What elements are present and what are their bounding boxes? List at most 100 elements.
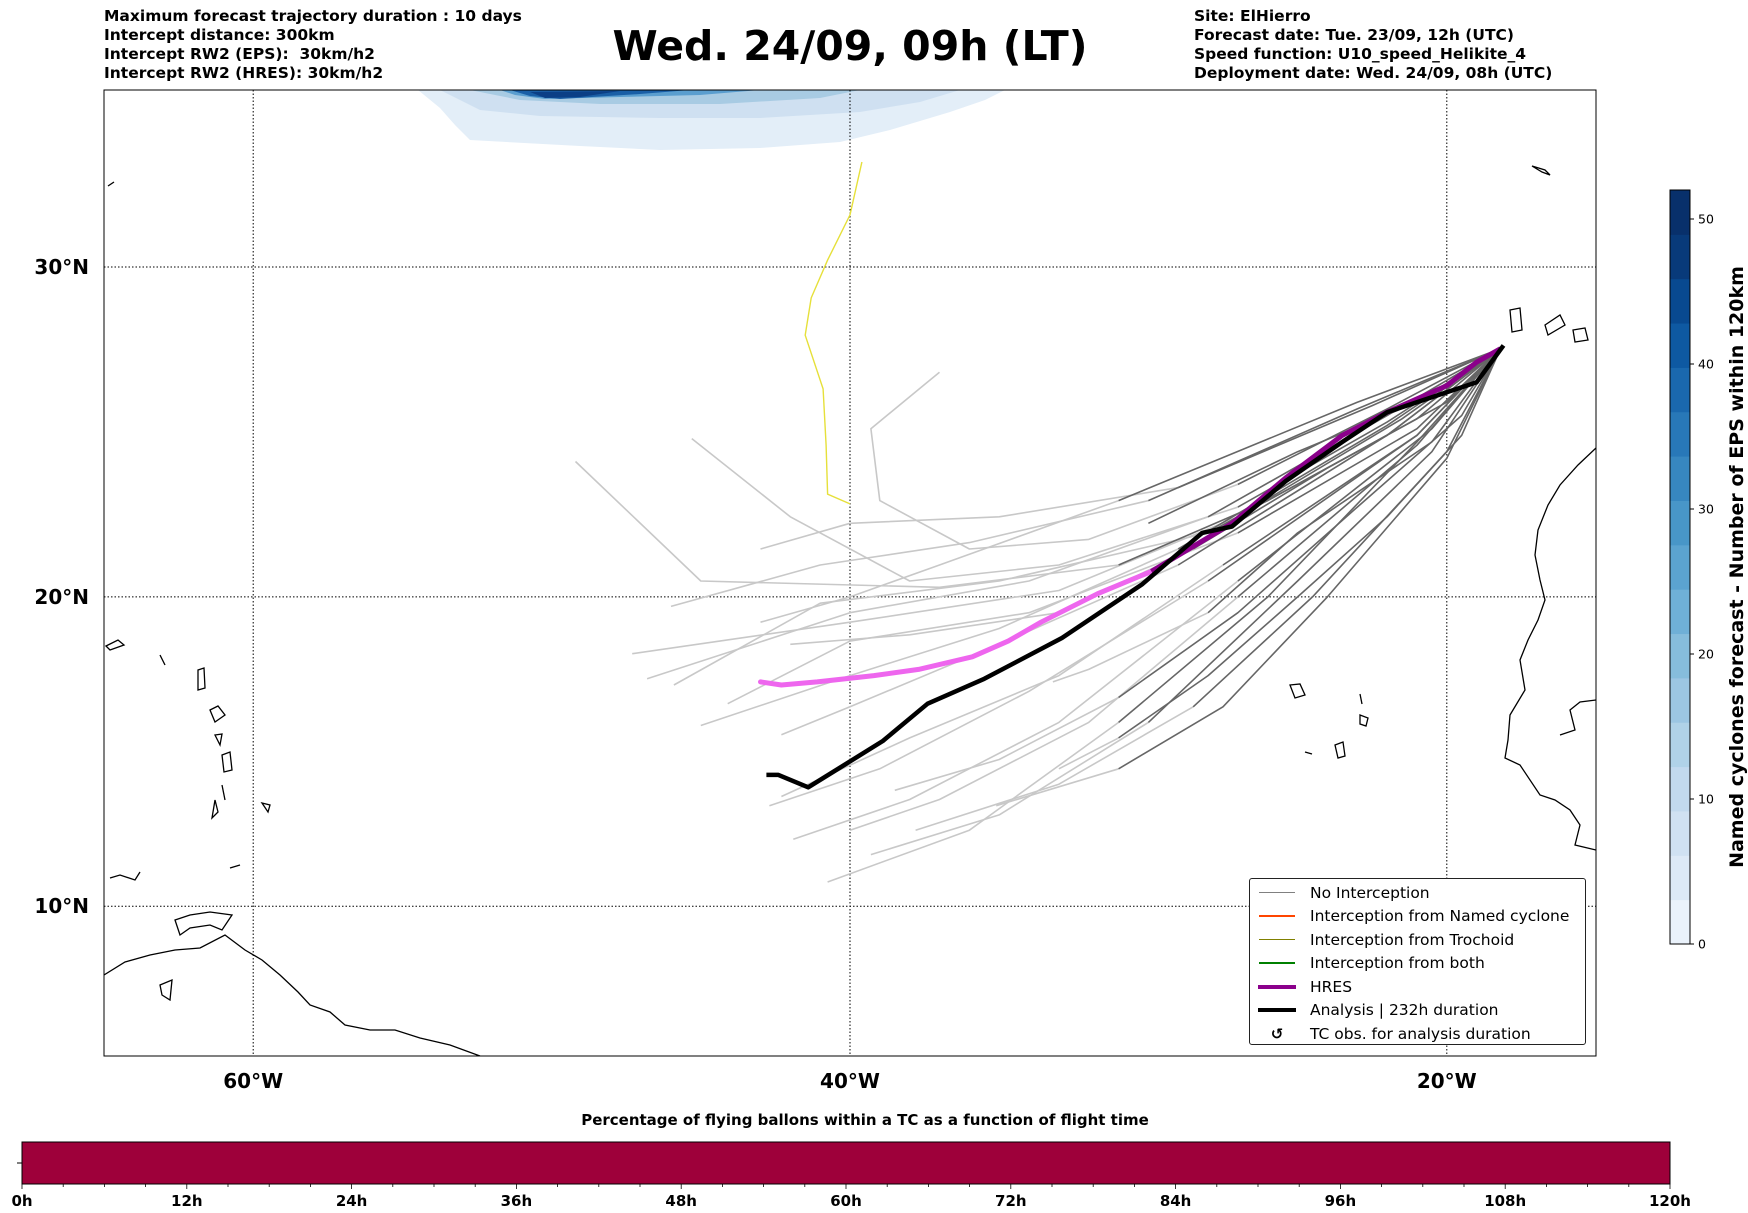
lon-ticks: 60°W 40°W 20°W [223,1069,1477,1093]
ensemble-track-late [673,532,1209,686]
legend: No Interception Interception from Named … [1249,878,1586,1045]
ensemble-track-early [1118,347,1501,502]
colorbar-segment [1670,411,1690,457]
header-right: Site: ElHierro Forecast date: Tue. 23/09… [1194,7,1552,83]
bar-tick-label: 12h [171,1192,203,1210]
legend-item-both: Interception from both [1258,952,1485,975]
colorbar-segment [1670,234,1690,280]
analysis-track [766,344,1506,790]
ensemble-track-early [1207,348,1502,614]
ensemble-track-late [793,580,1239,841]
header-forecast-date: Forecast date: Tue. 23/09, 12h (UTC) [1194,26,1515,44]
ensemble-track-late [827,721,1120,883]
ensemble-track-late [574,460,1119,589]
ensemble-track-early [1118,348,1502,739]
colorbar-tick-label: 50 [1698,212,1714,227]
legend-swatch [1258,984,1296,989]
legend-item-hres: HRES [1258,975,1352,998]
ensemble-track-late [632,516,1239,655]
bar-tick-label: 0h [11,1192,32,1210]
bar-tick-label: 120h [1649,1192,1691,1210]
bar-tick-label: 48h [665,1192,697,1210]
colorbar-segment [1670,367,1690,413]
colorbar-tick-label: 30 [1698,502,1714,517]
ensemble-track-early [1192,348,1502,550]
ensemble-track-early [1177,347,1501,489]
ensemble-track-late [995,768,1119,807]
ensemble-track-early [1118,348,1502,699]
header-deployment-date: Deployment date: Wed. 24/09, 08h (UTC) [1194,64,1553,82]
tc-percentage-bar [21,1141,1671,1185]
colorbar-segment [1670,589,1690,635]
ensemble-track-late [646,516,1209,680]
bar-tick-label: 36h [501,1192,533,1210]
legend-item-no-interception: No Interception [1258,881,1430,904]
legend-swatch [1259,915,1295,917]
colorbar-segment [1670,766,1690,812]
legend-label: No Interception [1310,883,1430,902]
colorbar-segment [1670,855,1690,901]
header-speed-function: Speed function: U10_speed_Helikite_4 [1194,45,1527,63]
colorbar-segment [1670,810,1690,856]
cyclone-density-field [418,90,1005,150]
legend-swatch [1258,1008,1296,1012]
bar-tick-label: 60h [830,1192,862,1210]
lat-ticks: 30°N 20°N 10°N [34,255,89,918]
ensemble-track-late [1052,611,1209,683]
legend-swatch [1259,962,1295,964]
ensemble-track-early [1118,348,1502,566]
colorbar-segment [1670,190,1690,235]
colorbar-segment [1670,544,1690,590]
legend-item-tc-obs: ↺ TC obs. for analysis duration [1258,1022,1531,1045]
colorbar-segment [1670,722,1690,768]
header-intercept-hres: Intercept RW2 (HRES): 30km/h2 [104,64,384,82]
colorbar-segment [1670,899,1690,945]
ensemble-track-early [1237,347,1501,486]
colorbar-segment [1670,456,1690,501]
bar-tick-label: 96h [1325,1192,1357,1210]
legend-swatch [1259,938,1295,941]
lon-tick-label: 40°W [820,1069,880,1093]
colorbar-tick-label: 0 [1698,937,1706,952]
coastlines [104,165,1596,1056]
header-intercept-eps: Intercept RW2 (EPS): 30km/h2 [104,45,375,63]
ensemble-track-late [691,437,1239,582]
lat-tick-label: 20°N [34,585,89,609]
legend-swatch [1259,891,1295,894]
ensemble-track-early [1118,348,1502,770]
ensemble-track-early [1222,348,1502,566]
header-site: Site: ElHierro [1194,7,1311,25]
ensemble-track-late [760,499,1119,623]
header-duration: Maximum forecast trajectory duration : 1… [104,7,522,25]
header-left: Maximum forecast trajectory duration : 1… [104,7,522,83]
trochoid-interception-track [804,161,863,505]
lat-tick-label: 30°N [34,255,89,279]
ensemble-track-late [915,706,1194,831]
colorbar-segment [1670,500,1690,546]
colorbar-frame [1669,189,1691,945]
legend-item-trochoid: Interception from Trochoid [1258,928,1514,951]
trochoid-track [804,161,863,505]
lon-tick-label: 60°W [223,1069,283,1093]
colorbar-label: Named cyclones forecast - Number of EPS … [1726,266,1748,868]
ensemble-track-late [870,721,1149,856]
tc-obs-marker-icon: ↺ [1270,1024,1284,1043]
colorbar: 0 10 20 30 40 50 [1669,189,1714,952]
ensemble-track-late [1058,737,1119,770]
legend-item-analysis: Analysis | 232h duration [1258,999,1499,1022]
legend-label: Analysis | 232h duration [1310,1001,1499,1019]
hres-track-early [1150,346,1502,574]
colorbar-tick-label: 40 [1698,357,1714,372]
colorbar-segment [1670,278,1690,324]
ensemble-track-late [894,696,1119,792]
bar-tick-label: 84h [1160,1192,1192,1210]
hres-track [758,346,1502,688]
bar-tick-label: 24h [336,1192,368,1210]
ensemble-track-late [760,486,1179,550]
ensemble-track-late [781,564,1224,798]
legend-item-named-cyclone: Interception from Named cyclone [1258,905,1569,928]
bar-tick-label: 72h [995,1192,1027,1210]
legend-label: TC obs. for analysis duration [1310,1024,1531,1043]
bottom-chart-title: Percentage of flying ballons within a TC… [581,1111,1149,1129]
bar-tick-label: 108h [1484,1192,1526,1210]
